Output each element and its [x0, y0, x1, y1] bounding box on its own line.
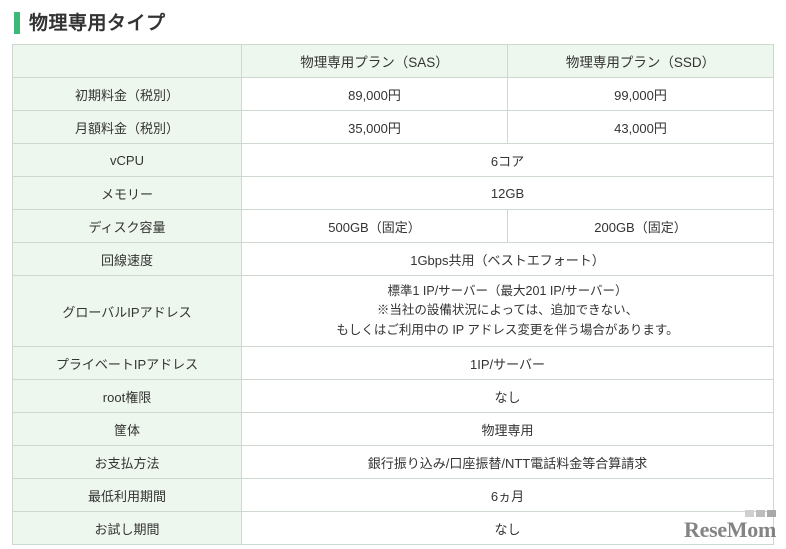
global-ip-line-3: もしくはご利用中の IP アドレス変更を伴う場合があります。 — [336, 322, 679, 337]
row-label: お試し期間 — [12, 511, 242, 545]
table-header-row: 物理専用プラン（SAS） 物理専用プラン（SSD） — [12, 44, 774, 78]
global-ip-line-1: 標準1 IP/サーバー（最大201 IP/サーバー） — [387, 283, 628, 298]
row-label: メモリー — [12, 176, 242, 210]
table-row: ディスク容量 500GB（固定） 200GB（固定） — [12, 209, 774, 243]
row-label: root権限 — [12, 379, 242, 413]
spec-table: 物理専用プラン（SAS） 物理専用プラン（SSD） 初期料金（税別） 89,00… — [12, 44, 774, 545]
column-header-ssd: 物理専用プラン（SSD） — [507, 44, 774, 78]
row-value-shared: なし — [241, 379, 774, 413]
row-label: 筐体 — [12, 412, 242, 446]
table-corner-cell — [12, 44, 242, 78]
row-label: ディスク容量 — [12, 209, 242, 243]
row-value-shared: 12GB — [241, 176, 774, 210]
row-label: 月額料金（税別） — [12, 110, 242, 144]
table-row: 最低利用期間 6ヵ月 — [12, 478, 774, 512]
column-header-sas: 物理専用プラン（SAS） — [241, 44, 508, 78]
row-label: vCPU — [12, 143, 242, 177]
spec-table-body: 初期料金（税別） 89,000円 99,000円 月額料金（税別） 35,000… — [12, 77, 774, 545]
row-value-shared: 1IP/サーバー — [241, 346, 774, 380]
table-row: お試し期間 なし — [12, 511, 774, 545]
spec-table-wrap: 物理専用プラン（SAS） 物理専用プラン（SSD） 初期料金（税別） 89,00… — [0, 44, 786, 545]
row-label: お支払方法 — [12, 445, 242, 479]
row-value-ssd: 99,000円 — [507, 77, 774, 111]
row-value-shared: 1Gbps共用（ベストエフォート） — [241, 242, 774, 276]
watermark-text: ReseMom — [684, 517, 776, 542]
table-row: vCPU 6コア — [12, 143, 774, 177]
row-value-sas: 500GB（固定） — [241, 209, 508, 243]
table-row: 回線速度 1Gbps共用（ベストエフォート） — [12, 242, 774, 276]
resemom-watermark: ReseMom — [684, 510, 776, 541]
row-value-shared: 物理専用 — [241, 412, 774, 446]
row-value-shared: 6コア — [241, 143, 774, 177]
table-row: お支払方法 銀行振り込み/口座振替/NTT電話料金等合算請求 — [12, 445, 774, 479]
row-label: グローバルIPアドレス — [12, 275, 242, 347]
table-row: メモリー 12GB — [12, 176, 774, 210]
row-label: 最低利用期間 — [12, 478, 242, 512]
row-label: プライベートIPアドレス — [12, 346, 242, 380]
page-title: 物理専用タイプ — [0, 0, 786, 44]
row-value-shared: なし — [241, 511, 774, 545]
title-accent-bar — [14, 12, 20, 34]
row-value-ssd: 200GB（固定） — [507, 209, 774, 243]
row-label: 初期料金（税別） — [12, 77, 242, 111]
spec-table-head: 物理専用プラン（SAS） 物理専用プラン（SSD） — [12, 44, 774, 78]
table-row: 筐体 物理専用 — [12, 412, 774, 446]
row-value-sas: 89,000円 — [241, 77, 508, 111]
table-row: グローバルIPアドレス 標準1 IP/サーバー（最大201 IP/サーバー） ※… — [12, 275, 774, 347]
global-ip-line-2: ※当社の設備状況によっては、追加できない、 — [376, 303, 639, 318]
page-title-text: 物理専用タイプ — [29, 12, 166, 34]
row-label: 回線速度 — [12, 242, 242, 276]
table-row: プライベートIPアドレス 1IP/サーバー — [12, 346, 774, 380]
row-value-sas: 35,000円 — [241, 110, 508, 144]
row-value-shared-multiline: 標準1 IP/サーバー（最大201 IP/サーバー） ※当社の設備状況によっては… — [241, 275, 774, 347]
table-row: 初期料金（税別） 89,000円 99,000円 — [12, 77, 774, 111]
row-value-shared: 銀行振り込み/口座振替/NTT電話料金等合算請求 — [241, 445, 774, 479]
row-value-ssd: 43,000円 — [507, 110, 774, 144]
row-value-shared: 6ヵ月 — [241, 478, 774, 512]
table-row: 月額料金（税別） 35,000円 43,000円 — [12, 110, 774, 144]
table-row: root権限 なし — [12, 379, 774, 413]
watermark-bars-icon — [684, 510, 776, 517]
